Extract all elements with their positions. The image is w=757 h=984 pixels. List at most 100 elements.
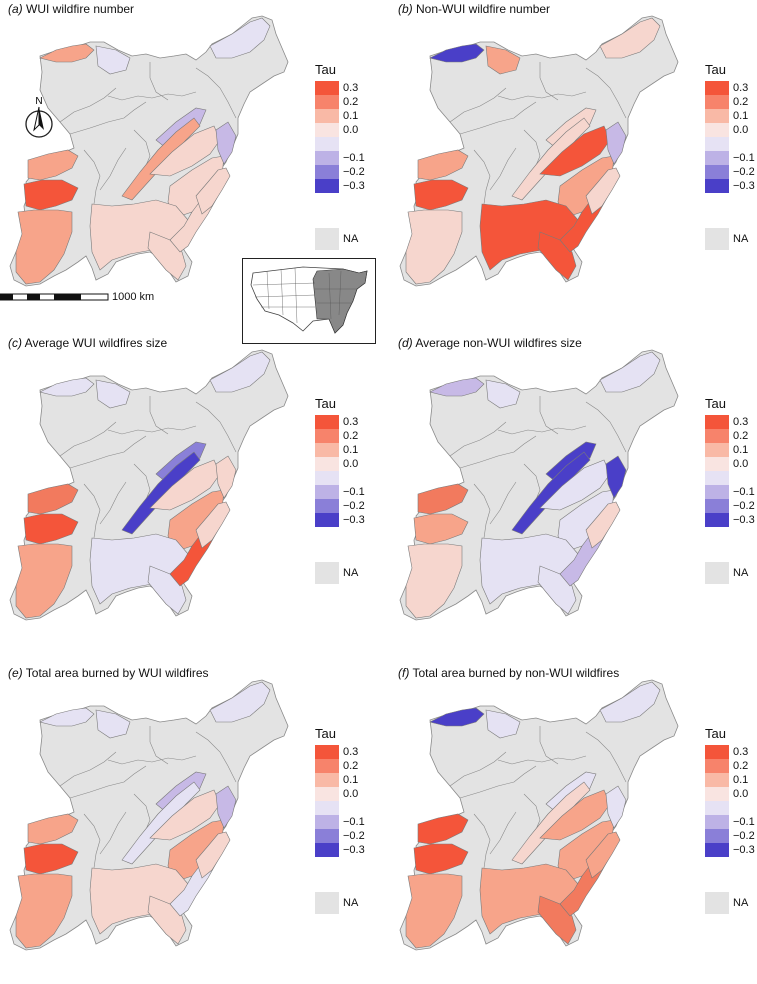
ecoregion-15 [195, 167, 231, 215]
panel-title: (a) WUI wildfire number [8, 2, 134, 16]
ecoregion-boundary [449, 87, 507, 123]
legend-label: 0.2 [733, 430, 749, 442]
ecoregion-boundary [99, 147, 127, 191]
ecoregion-boundary [449, 421, 507, 457]
legend-item: 0.3 [315, 81, 375, 95]
map-panel-c: (c) Average WUI wildfires size Tau 0.3 0.2… [0, 334, 378, 654]
legend-label-na: NA [733, 897, 749, 909]
ecoregion-5 [121, 117, 201, 201]
legend-item: 0.3 [705, 81, 757, 95]
choropleth-map [399, 15, 679, 287]
panel-letter: (a) [8, 2, 23, 16]
ecoregion-11 [413, 179, 469, 211]
tau-legend: Tau 0.3 0.2 0.1 0.0 −0.1 −0.2 −0.3 NA [705, 62, 757, 250]
legend-label: 0.3 [733, 416, 749, 428]
ecoregion-boundary [59, 421, 117, 457]
legend-title: Tau [315, 726, 336, 741]
ecoregion-1 [39, 377, 95, 397]
legend-title: Tau [705, 396, 726, 411]
ecoregion-boundary [497, 755, 587, 765]
legend-item: 0.2 [705, 429, 757, 443]
legend-swatch [705, 151, 729, 165]
ecoregion-10 [27, 483, 79, 515]
ecoregion-15 [585, 167, 621, 215]
legend-swatch [705, 443, 729, 457]
legend-item-na: NA [705, 892, 757, 914]
legend-label-na: NA [733, 233, 749, 245]
legend-item: −0.3 [315, 843, 375, 857]
legend-item: 0.3 [315, 415, 375, 429]
ecoregion-boundary [107, 425, 197, 435]
legend-item: 0.3 [315, 745, 375, 759]
legend-item-na: NA [315, 562, 375, 584]
us-locator-map [250, 266, 368, 334]
legend-label-na: NA [733, 567, 749, 579]
ecoregion-1 [429, 43, 485, 63]
map-panel-a: (a) WUI wildfire number Tau 0.3 0.2 0.1 0.0 −… [0, 0, 378, 320]
tau-legend: Tau 0.3 0.2 0.1 0.0 −0.1 −0.2 −0.3 NA [705, 726, 757, 914]
north-arrow-icon: N [25, 96, 53, 138]
legend-item: 0.1 [705, 443, 757, 457]
legend-swatch [705, 745, 729, 759]
legend-label: −0.2 [733, 166, 755, 178]
legend-swatch [705, 457, 729, 471]
legend-swatch [315, 443, 339, 457]
ecoregion-5 [121, 451, 201, 535]
panel-title: (b) Non-WUI wildfire number [398, 2, 550, 16]
legend-item: −0.1 [705, 151, 757, 165]
ecoregion-2 [485, 45, 521, 75]
ecoregion-5 [511, 117, 591, 201]
legend-label: 0.3 [733, 82, 749, 94]
legend-swatch [705, 829, 729, 843]
ecoregion-8 [215, 455, 237, 499]
legend-label: 0.2 [343, 760, 359, 772]
ecoregion-10 [27, 149, 79, 181]
legend-swatch-na [315, 562, 339, 584]
legend-item: 0.0 [315, 123, 375, 137]
map-panel-d: (d) Average non-WUI wildfires size Tau 0.… [390, 334, 757, 654]
legend-swatch [315, 137, 339, 151]
legend-swatch [315, 843, 339, 857]
ecoregion-11 [23, 513, 79, 545]
ecoregion-2 [485, 709, 521, 739]
legend-item-na: NA [705, 562, 757, 584]
legend-item: 0.1 [705, 109, 757, 123]
ecoregion-boundary [83, 813, 101, 869]
scale-bar-label: 1000 km [112, 291, 155, 303]
ecoregion-boundary [539, 396, 559, 435]
ecoregion-boundary [99, 481, 127, 525]
ecoregion-10 [417, 813, 469, 845]
legend-label: −0.3 [343, 514, 365, 526]
legend-item: 0.3 [705, 415, 757, 429]
panel-title: (c) Average WUI wildfires size [8, 336, 167, 350]
ecoregion-3 [599, 17, 661, 59]
ecoregion-12 [405, 209, 463, 285]
ecoregion-boundary [473, 149, 491, 205]
legend-title: Tau [315, 62, 336, 77]
legend-label: −0.2 [733, 500, 755, 512]
legend-item [705, 471, 757, 485]
legend-item: −0.3 [315, 513, 375, 527]
legend-label: −0.3 [343, 180, 365, 192]
ecoregion-boundary [69, 101, 147, 135]
ecoregion-8 [215, 785, 237, 829]
ecoregion-boundary [473, 483, 491, 539]
legend-item: 0.2 [315, 429, 375, 443]
ecoregion-15 [195, 831, 231, 879]
legend-item: 0.0 [705, 457, 757, 471]
legend-item: 0.3 [705, 745, 757, 759]
legend-item: −0.2 [705, 499, 757, 513]
legend-swatch [705, 165, 729, 179]
ecoregion-1 [429, 377, 485, 397]
choropleth-map [9, 15, 289, 287]
ecoregion-3 [599, 681, 661, 723]
ecoregion-1 [39, 707, 95, 727]
ecoregion-boundary [107, 755, 197, 765]
ecoregion-12 [15, 543, 73, 619]
legend-label: −0.1 [343, 816, 365, 828]
legend-item: 0.0 [315, 457, 375, 471]
legend-item [315, 137, 375, 151]
legend-item [705, 801, 757, 815]
legend-label-na: NA [343, 897, 359, 909]
legend-swatch [315, 745, 339, 759]
